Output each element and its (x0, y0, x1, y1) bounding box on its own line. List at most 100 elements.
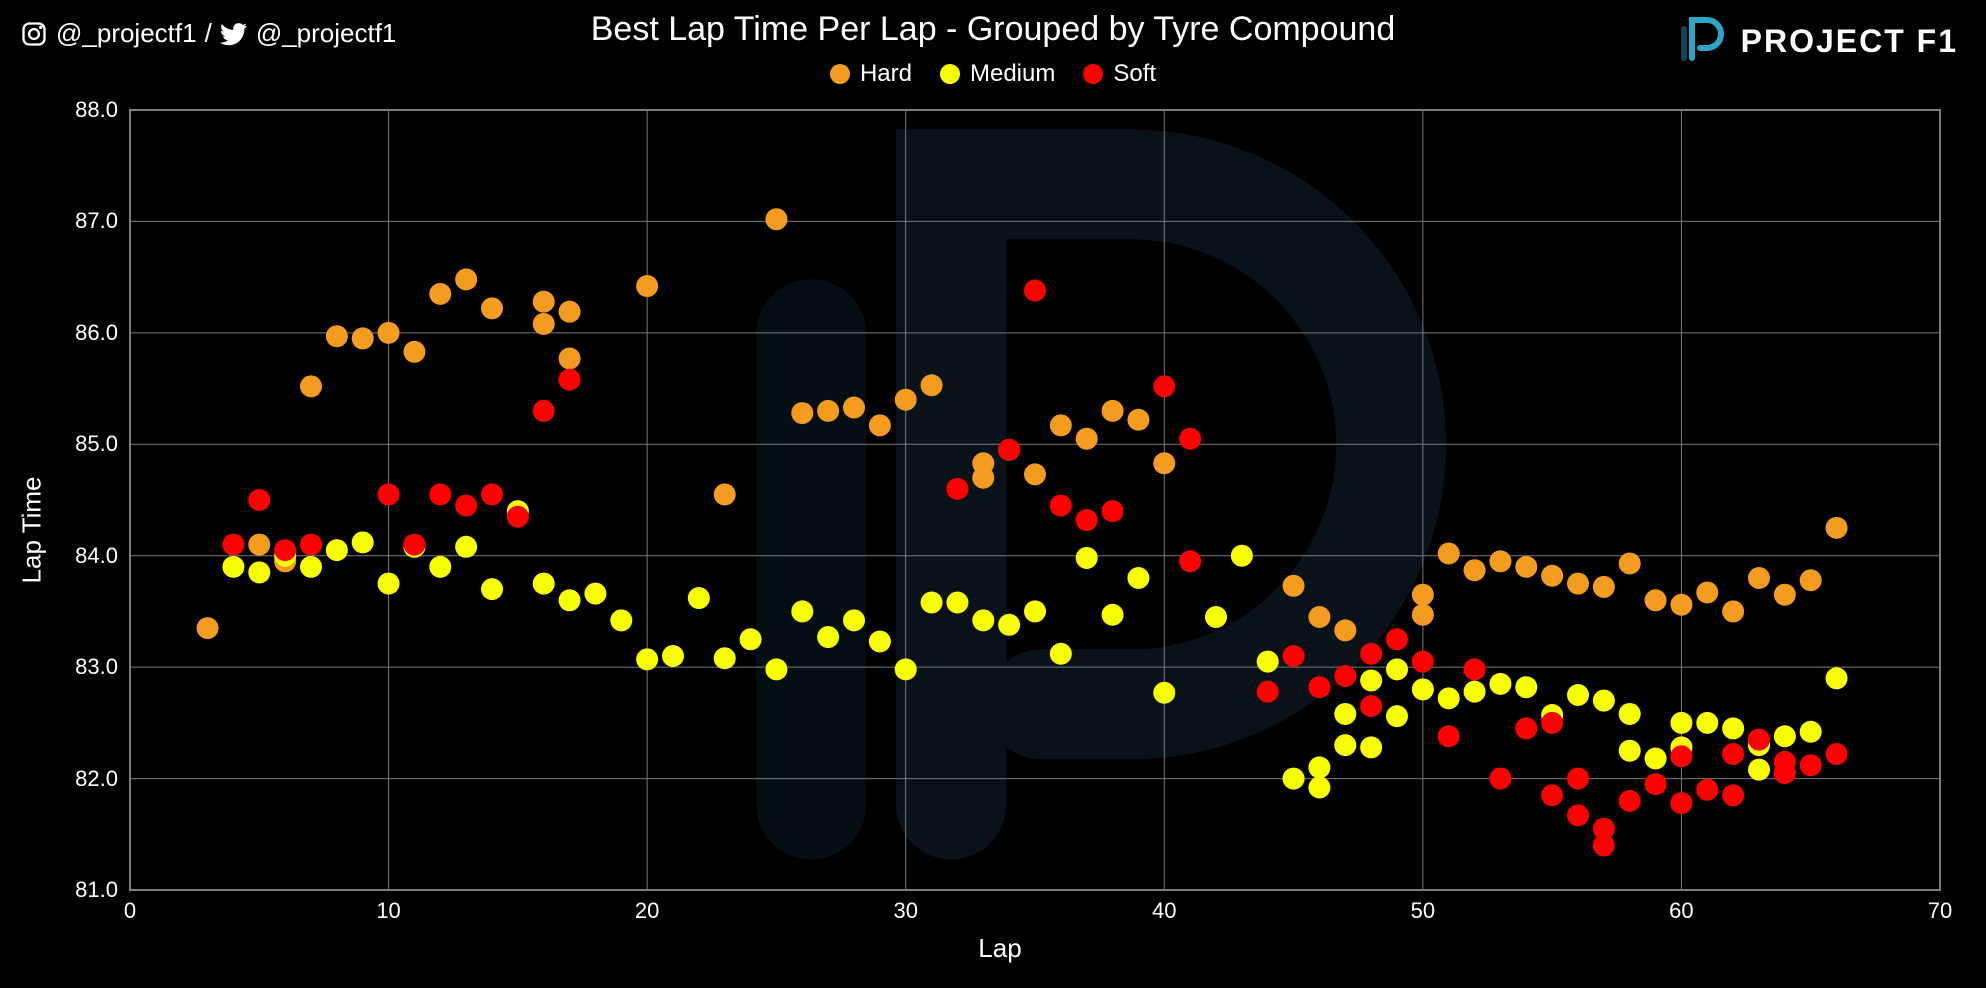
data-point (1489, 768, 1511, 790)
data-point (688, 587, 710, 609)
data-point (1024, 600, 1046, 622)
data-point (300, 375, 322, 397)
data-point (1619, 553, 1641, 575)
data-point (326, 325, 348, 347)
brand-logo-icon (1677, 14, 1727, 69)
data-point (1102, 500, 1124, 522)
data-point (1541, 565, 1563, 587)
data-point (791, 402, 813, 424)
data-point (714, 483, 736, 505)
data-point (714, 647, 736, 669)
tick-label: 0 (124, 898, 136, 924)
legend-label: Medium (970, 60, 1055, 88)
data-point (1645, 773, 1667, 795)
data-point (1076, 547, 1098, 569)
data-point (1153, 452, 1175, 474)
data-point (1205, 606, 1227, 628)
tick-label: 83.0 (75, 654, 118, 680)
data-point (1800, 754, 1822, 776)
data-point (1412, 584, 1434, 606)
data-point (403, 534, 425, 556)
tick-label: 10 (376, 898, 400, 924)
tick-label: 40 (1152, 898, 1176, 924)
data-point (1412, 678, 1434, 700)
data-point (403, 341, 425, 363)
data-point (1489, 550, 1511, 572)
data-point (1722, 743, 1744, 765)
data-point (222, 534, 244, 556)
data-point (1464, 658, 1486, 680)
data-point (1360, 643, 1382, 665)
plot-area: Lap Time Lap 01020304050607081.082.083.0… (40, 100, 1960, 960)
legend-marker-icon (1083, 64, 1103, 84)
data-point (1308, 756, 1330, 778)
data-point (300, 534, 322, 556)
data-point (429, 556, 451, 578)
data-point (248, 561, 270, 583)
data-point (1050, 414, 1072, 436)
data-point (1283, 768, 1305, 790)
legend-item: Hard (830, 60, 912, 88)
data-point (1386, 705, 1408, 727)
data-point (1231, 545, 1253, 567)
legend-label: Hard (860, 60, 912, 88)
data-point (455, 536, 477, 558)
data-point (1386, 628, 1408, 650)
data-point (1360, 736, 1382, 758)
data-point (1024, 463, 1046, 485)
data-point (895, 658, 917, 680)
tick-label: 84.0 (75, 543, 118, 569)
data-point (1593, 576, 1615, 598)
data-point (1748, 729, 1770, 751)
data-point (1334, 619, 1356, 641)
data-point (1102, 400, 1124, 422)
data-point (1774, 751, 1796, 773)
data-point (300, 556, 322, 578)
data-point (1722, 600, 1744, 622)
data-point (1593, 834, 1615, 856)
data-point (1050, 643, 1072, 665)
data-point (455, 495, 477, 517)
data-point (1722, 784, 1744, 806)
data-point (1670, 594, 1692, 616)
data-point (1619, 790, 1641, 812)
data-point (998, 439, 1020, 461)
data-point (636, 275, 658, 297)
data-point (765, 658, 787, 680)
data-point (1800, 721, 1822, 743)
data-point (895, 389, 917, 411)
data-point (1283, 575, 1305, 597)
legend-label: Soft (1113, 60, 1156, 88)
data-point (1696, 712, 1718, 734)
data-point (1179, 550, 1201, 572)
data-point (921, 374, 943, 396)
data-point (1645, 748, 1667, 770)
data-point (972, 609, 994, 631)
tick-label: 60 (1669, 898, 1693, 924)
data-point (1722, 717, 1744, 739)
data-point (455, 268, 477, 290)
data-point (559, 301, 581, 323)
data-point (378, 483, 400, 505)
data-point (1127, 409, 1149, 431)
data-point (1774, 725, 1796, 747)
data-point (817, 400, 839, 422)
data-point (843, 609, 865, 631)
data-point (1826, 743, 1848, 765)
brand-text: PROJECT F1 (1741, 23, 1958, 60)
tick-label: 20 (635, 898, 659, 924)
tick-label: 85.0 (75, 431, 118, 457)
data-point (352, 531, 374, 553)
data-point (998, 614, 1020, 636)
tick-label: 70 (1928, 898, 1952, 924)
data-point (1619, 703, 1641, 725)
data-point (1826, 517, 1848, 539)
tick-label: 30 (893, 898, 917, 924)
data-point (1412, 604, 1434, 626)
data-point (972, 467, 994, 489)
data-point (1567, 684, 1589, 706)
tick-label: 88.0 (75, 97, 118, 123)
data-point (1076, 509, 1098, 531)
data-point (1076, 428, 1098, 450)
data-point (1567, 804, 1589, 826)
